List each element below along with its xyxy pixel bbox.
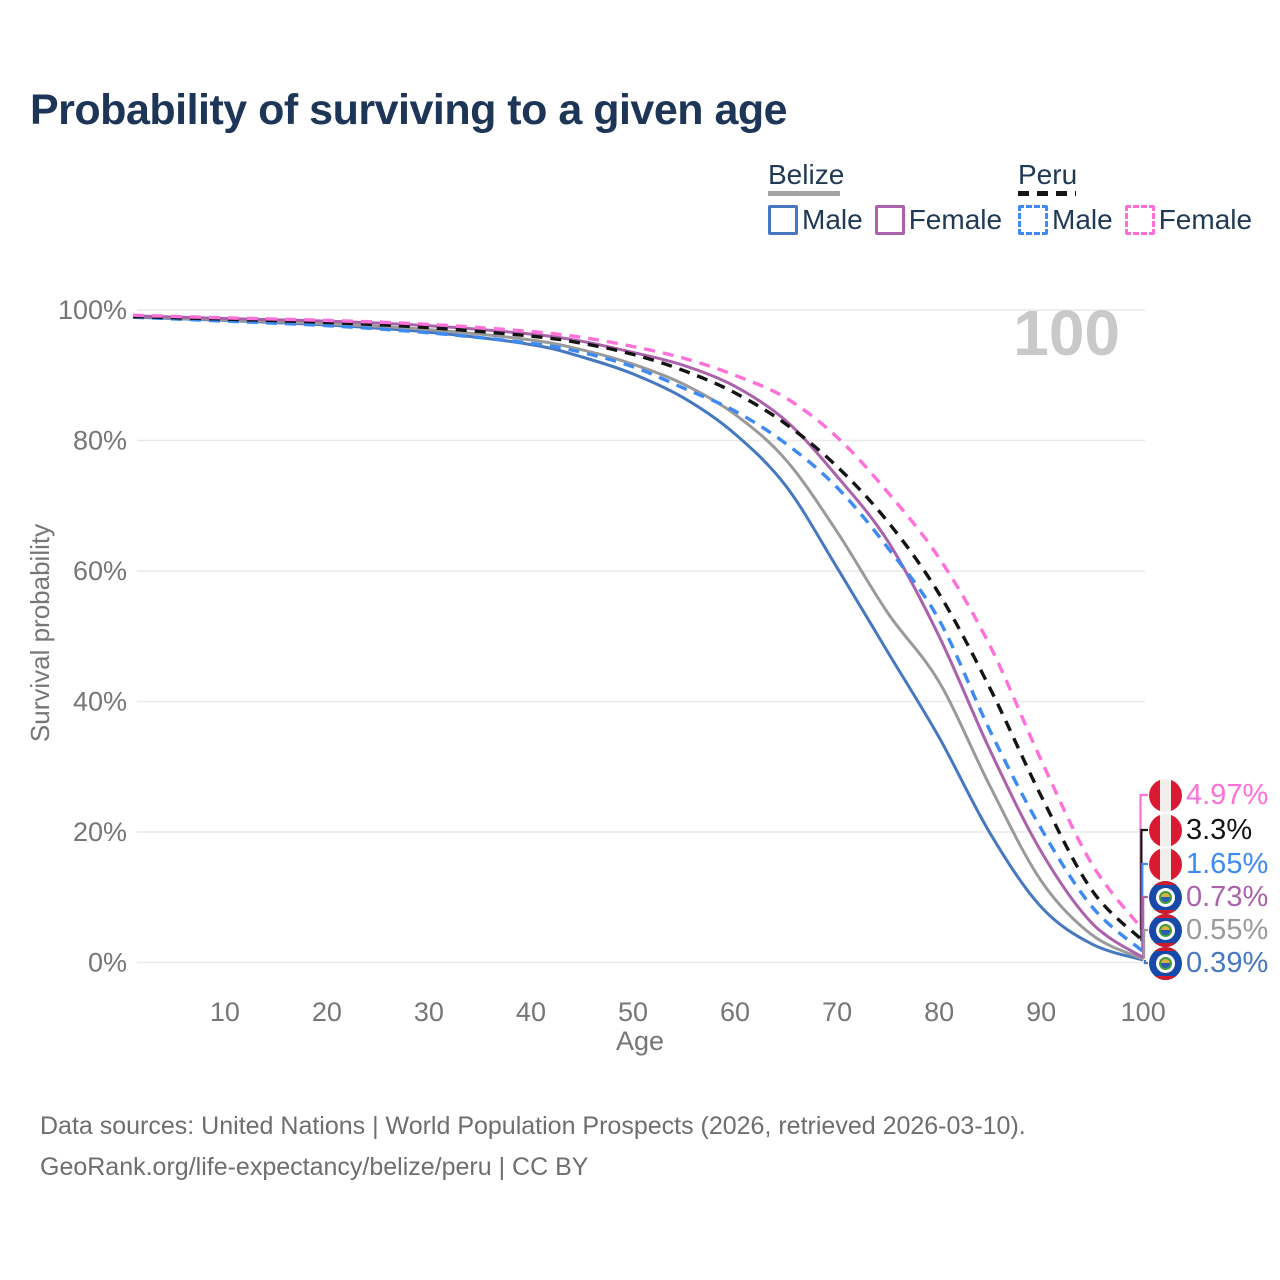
page-title: Probability of surviving to a given age [30, 86, 788, 134]
legend-label-peru-female: Female [1158, 204, 1253, 235]
legend-item-belize-male[interactable]: Male [768, 204, 863, 236]
legend-belize-title: Belize [768, 159, 845, 190]
belize-male-checkbox[interactable] [768, 205, 798, 235]
y-tick-40: 40% [73, 687, 127, 717]
legend-peru-title: Peru [1018, 159, 1078, 190]
label-connector-belize [1143, 928, 1148, 959]
legend-item-peru-male[interactable]: Male [1018, 204, 1113, 236]
y-tick-20: 20% [73, 817, 127, 847]
x-tick-30: 30 [414, 997, 444, 1027]
peru-flag-icon [1149, 813, 1182, 847]
end-label-belize-male: 0.39% [1149, 946, 1268, 980]
y-tick-0: 0% [88, 948, 127, 978]
peru-line-swatch [1018, 191, 1076, 196]
series-line-belize-female [132, 314, 1145, 959]
series-line-belize [132, 315, 1144, 961]
y-tick-60: 60% [73, 556, 127, 586]
y-axis-title: Survival probability [25, 523, 55, 743]
series-line-peru-female [132, 313, 1145, 932]
x-axis-title: Age [615, 1026, 665, 1056]
belize-flag-icon [1149, 880, 1182, 914]
series-line-peru [132, 314, 1145, 943]
belize-flag-icon [1149, 946, 1182, 980]
end-label-peru-total: 3.3% [1149, 813, 1252, 847]
x-tick-40: 40 [516, 997, 546, 1027]
end-label-peru-female: 4.97% [1149, 778, 1268, 812]
legend-group-belize: Belize Male Female [768, 160, 1002, 236]
end-value-peru-male: 1.65% [1186, 847, 1269, 880]
x-tick-50: 50 [618, 997, 648, 1027]
end-value-peru-female: 4.97% [1186, 778, 1269, 811]
source-line-1: Data sources: United Nations | World Pop… [40, 1112, 1026, 1140]
legend-label-belize-male: Male [802, 204, 863, 235]
end-label-belize-total: 0.55% [1149, 913, 1268, 947]
y-tick-100: 100% [58, 295, 127, 325]
end-value-belize-total: 0.55% [1186, 913, 1269, 946]
belize-flag-icon [1149, 913, 1182, 947]
legend-item-belize-female[interactable]: Female [874, 204, 1003, 236]
end-label-belize-female: 0.73% [1149, 880, 1268, 914]
label-connector-belize-male [1143, 960, 1148, 965]
series-line-peru-male [132, 315, 1145, 953]
source-line-2: GeoRank.org/life-expectancy/belize/peru … [40, 1153, 589, 1181]
belize-line-swatch [768, 191, 840, 196]
series-line-belize-male [132, 315, 1144, 962]
belize-female-checkbox[interactable] [874, 205, 905, 235]
y-tick-80: 80% [73, 426, 127, 456]
legend-group-peru: Peru Male Female [1018, 160, 1252, 236]
x-tick-80: 80 [924, 997, 954, 1027]
x-tick-70: 70 [822, 997, 852, 1027]
x-tick-20: 20 [312, 997, 342, 1027]
legend-label-peru-male: Male [1052, 204, 1113, 235]
legend-item-peru-female[interactable]: Female [1124, 204, 1253, 236]
x-tick-60: 60 [720, 997, 750, 1027]
x-tick-90: 90 [1026, 997, 1056, 1027]
end-value-belize-female: 0.73% [1186, 880, 1269, 913]
x-tick-100: 100 [1121, 997, 1166, 1027]
x-tick-10: 10 [210, 997, 240, 1027]
peru-flag-icon [1149, 847, 1182, 881]
end-label-peru-male: 1.65% [1149, 847, 1268, 881]
peru-female-checkbox[interactable] [1124, 205, 1155, 235]
end-value-belize-male: 0.39% [1186, 946, 1269, 979]
peru-flag-icon [1149, 778, 1182, 812]
peru-male-checkbox[interactable] [1018, 205, 1048, 235]
age-watermark: 100 [1013, 297, 1120, 369]
end-value-peru-total: 3.3% [1186, 813, 1253, 846]
source-attribution: Data sources: United Nations | World Pop… [40, 1106, 1026, 1188]
legend-label-belize-female: Female [908, 204, 1003, 235]
